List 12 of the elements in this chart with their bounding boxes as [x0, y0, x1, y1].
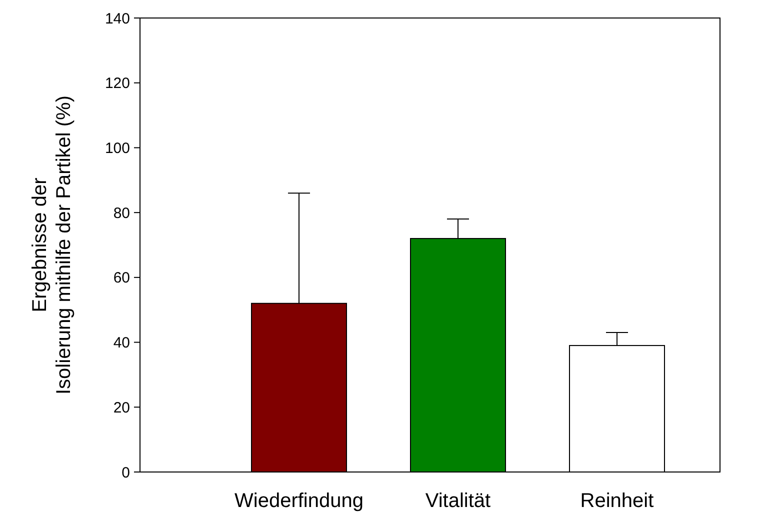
y-tick-label: 0 — [122, 464, 130, 482]
y-tick-label: 120 — [104, 75, 130, 92]
x-tick-label: Vitalität — [425, 490, 492, 512]
y-tick-label: 20 — [113, 399, 130, 416]
x-tick-label: Wiederfindung — [234, 490, 364, 512]
y-tick-label: 140 — [104, 10, 130, 28]
x-tick-label: Reinheit — [580, 490, 654, 512]
y-tick-label: 100 — [104, 140, 130, 157]
y-axis-title: Ergebnisse der Isolierung mithilfe der Partikel (%) — [29, 96, 75, 394]
y-tick-label: 60 — [113, 270, 130, 287]
y-tick-label: 40 — [113, 334, 130, 352]
y-tick-label: 80 — [113, 204, 130, 222]
